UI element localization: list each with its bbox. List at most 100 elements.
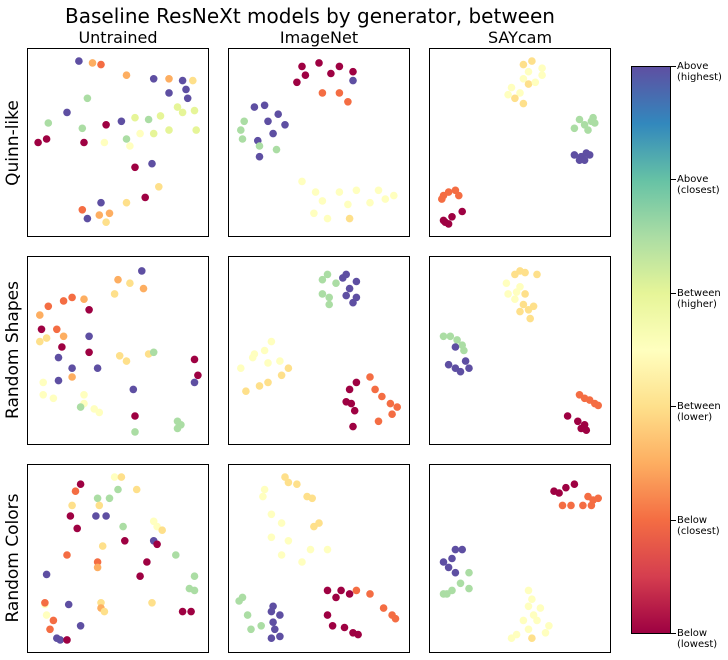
scatter-point bbox=[156, 112, 165, 120]
scatter-point bbox=[315, 59, 323, 67]
scatter-point bbox=[257, 622, 265, 630]
scatter-point bbox=[512, 288, 521, 296]
scatter-point bbox=[504, 90, 512, 99]
scatter-point bbox=[138, 267, 146, 275]
scatter-point bbox=[139, 284, 148, 293]
scatter-point bbox=[56, 636, 64, 644]
figure-title: Baseline ResNeXt models by generator, be… bbox=[65, 4, 555, 28]
colorbar-tick bbox=[671, 293, 676, 294]
scatter-point bbox=[558, 501, 567, 510]
scatter-point bbox=[521, 290, 529, 298]
scatter-point bbox=[95, 501, 104, 510]
scatter-point bbox=[190, 378, 199, 387]
scatter-point bbox=[85, 332, 93, 341]
row-label-random-colors: Random Colors bbox=[3, 493, 23, 623]
scatter-point bbox=[158, 526, 166, 534]
scatter-point bbox=[148, 599, 156, 607]
scatter-point bbox=[306, 545, 315, 554]
colorbar-tick bbox=[671, 179, 676, 180]
scatter-point bbox=[524, 67, 533, 76]
scatter-point bbox=[39, 391, 47, 399]
scatter-point bbox=[117, 117, 126, 126]
colorbar-tick-label: Below (closest) bbox=[677, 515, 720, 537]
scatter-point bbox=[325, 300, 333, 309]
scatter-point bbox=[255, 142, 264, 150]
scatter-point bbox=[451, 545, 460, 554]
scatter-point bbox=[76, 403, 85, 411]
scatter-point bbox=[308, 494, 316, 503]
scatter-point bbox=[298, 177, 306, 186]
scatter-point bbox=[114, 275, 122, 284]
scatter-point bbox=[594, 401, 602, 410]
scatter-point bbox=[80, 138, 88, 147]
scatter-point bbox=[172, 551, 180, 559]
scatter-point bbox=[352, 586, 361, 595]
scatter-point bbox=[298, 62, 306, 71]
scatter-point bbox=[42, 135, 51, 143]
scatter-point bbox=[102, 121, 110, 129]
colorbar-tick-label: Above (highest) bbox=[677, 61, 722, 83]
scatter-point bbox=[42, 611, 51, 619]
scatter-point bbox=[516, 307, 524, 316]
scatter-point bbox=[446, 332, 455, 341]
scatter-point bbox=[458, 207, 466, 216]
scatter-point bbox=[323, 270, 332, 279]
scatter-point bbox=[237, 126, 245, 134]
scatter-plot-random-colors-untrained bbox=[41, 473, 199, 644]
scatter-point bbox=[524, 602, 533, 611]
scatter-point bbox=[284, 537, 293, 545]
scatter-point bbox=[149, 75, 158, 83]
scatter-point bbox=[126, 142, 134, 150]
scatter-point bbox=[323, 214, 332, 223]
scatter-point bbox=[59, 297, 68, 305]
row-label-random-shapes: Random Shapes bbox=[3, 281, 23, 419]
scatter-point bbox=[63, 108, 71, 117]
scatter-point bbox=[36, 337, 44, 346]
scatter-point bbox=[342, 270, 350, 279]
scatter-point bbox=[448, 213, 456, 221]
scatter-plot-quinn-like-imagenet bbox=[237, 59, 398, 223]
scatter-point bbox=[524, 80, 533, 88]
scatter-point bbox=[594, 494, 602, 503]
scatter-point bbox=[332, 279, 340, 287]
scatter-point bbox=[323, 586, 332, 595]
colorbar-tick-label-line: Between bbox=[677, 401, 721, 412]
scatter-point bbox=[366, 198, 374, 207]
scatter-point bbox=[453, 336, 461, 344]
scatter-point bbox=[519, 99, 528, 108]
scatter-point bbox=[92, 512, 100, 520]
scatter-point bbox=[332, 593, 340, 602]
scatter-point bbox=[95, 408, 104, 417]
scatter-point bbox=[570, 480, 579, 488]
scatter-point bbox=[271, 625, 279, 634]
scatter-point bbox=[165, 75, 173, 83]
scatter-point bbox=[325, 293, 333, 302]
scatter-point bbox=[189, 76, 197, 85]
scatter-point bbox=[390, 191, 398, 200]
colorbar-tick-label-line: Above bbox=[677, 174, 709, 185]
scatter-point bbox=[451, 343, 460, 351]
scatter-point bbox=[183, 94, 192, 103]
scatter-point bbox=[97, 599, 105, 607]
scatter-point bbox=[126, 279, 134, 287]
scatter-point bbox=[582, 426, 591, 434]
scatter-point bbox=[53, 325, 61, 334]
scatter-point bbox=[80, 391, 88, 399]
scatter-point bbox=[34, 138, 42, 147]
scatter-point bbox=[281, 121, 289, 129]
scatter-point bbox=[267, 607, 276, 616]
scatter-point bbox=[267, 634, 276, 642]
scatter-point bbox=[574, 417, 582, 426]
scatter-point bbox=[190, 106, 199, 115]
scatter-point bbox=[538, 71, 546, 79]
scatter-point bbox=[247, 625, 255, 634]
scatter-point bbox=[335, 188, 344, 196]
scatter-point bbox=[97, 60, 105, 69]
scatter-point bbox=[352, 378, 361, 387]
scatter-point bbox=[323, 611, 332, 619]
scatter-point bbox=[182, 85, 190, 94]
scatter-point bbox=[533, 616, 541, 625]
scatter-point bbox=[455, 191, 463, 200]
scatter-point bbox=[42, 570, 51, 579]
scatter-point bbox=[570, 151, 579, 159]
